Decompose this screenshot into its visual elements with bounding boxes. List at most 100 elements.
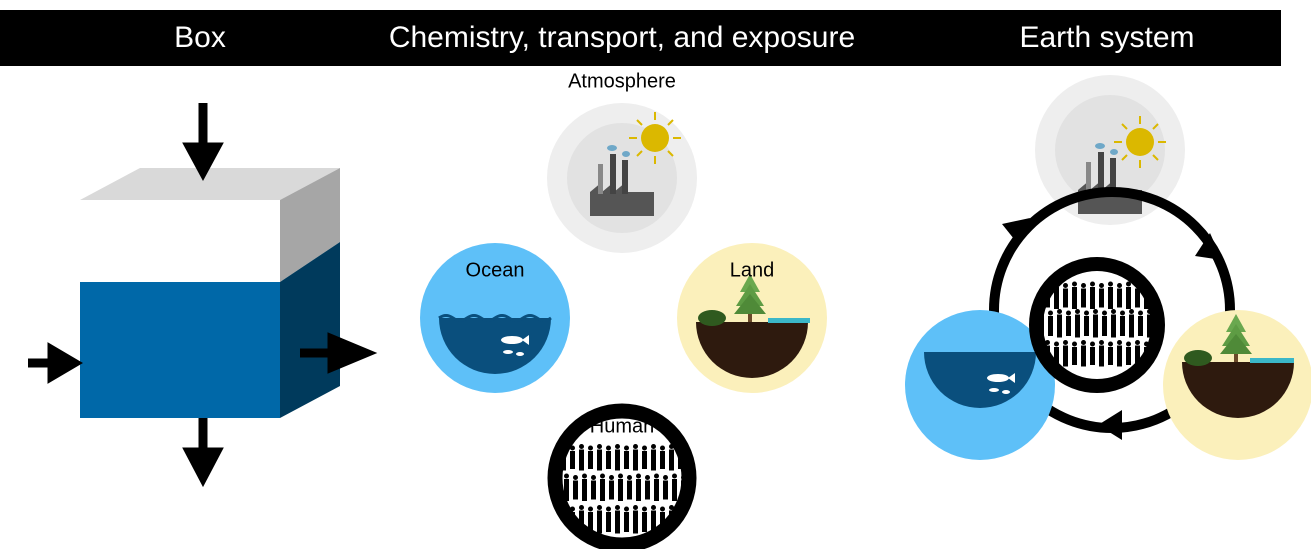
person-icon (1072, 347, 1077, 365)
person-icon (1066, 316, 1071, 336)
person-icon (570, 506, 575, 512)
person-icon (1135, 288, 1140, 308)
person-icon (1063, 345, 1068, 367)
person-icon (1117, 283, 1122, 288)
person-icon (615, 510, 620, 534)
person-icon (669, 505, 674, 510)
person-icon (1063, 283, 1068, 288)
person-icon (663, 480, 668, 500)
person-icon (624, 506, 629, 512)
person-icon (1054, 281, 1059, 287)
header-title: Chemistry, transport, and exposure (389, 21, 855, 54)
person-icon (1135, 345, 1140, 367)
person-icon (1129, 309, 1134, 314)
person-icon (1048, 316, 1053, 336)
person-icon (606, 506, 611, 512)
person-icon (1045, 340, 1050, 345)
person-icon (645, 475, 650, 480)
person-icon (687, 510, 688, 534)
person-icon (600, 473, 605, 479)
person-icon (1102, 310, 1107, 316)
person-icon (1126, 281, 1131, 287)
person-icon (1102, 316, 1107, 336)
person-icon (663, 475, 668, 480)
person-icon (1147, 314, 1152, 338)
person-icon (654, 473, 659, 479)
header-bar (0, 10, 1281, 66)
person-icon (1126, 341, 1131, 347)
person-icon (1135, 283, 1140, 288)
person-icon (579, 505, 584, 510)
person-icon (1027, 283, 1032, 288)
person-icon (588, 445, 593, 451)
person-icon (1117, 345, 1122, 367)
person-icon (1072, 287, 1077, 309)
person-icon (1072, 281, 1077, 287)
person-icon (633, 449, 638, 471)
person-icon (1111, 309, 1116, 314)
person-icon (1120, 316, 1125, 336)
person-icon (627, 475, 632, 480)
person-icon (1063, 340, 1068, 345)
person-icon (1039, 309, 1044, 314)
person-icon (591, 475, 596, 480)
person-icon (1135, 340, 1140, 345)
person-icon (1075, 314, 1080, 338)
person-icon (615, 505, 620, 510)
person-icon (597, 444, 602, 449)
person-icon (1084, 310, 1089, 316)
person-icon (1162, 282, 1167, 287)
person-icon (624, 445, 629, 451)
earth-system (905, 75, 1311, 460)
person-icon (1099, 340, 1104, 345)
person-icon (1099, 283, 1104, 288)
person-icon (1090, 341, 1095, 347)
person-icon (642, 506, 647, 512)
person-icon (651, 449, 656, 471)
person-icon (1117, 340, 1122, 345)
person-icon (573, 480, 578, 500)
person-icon (609, 475, 614, 480)
person-icon (606, 512, 611, 532)
person-icon (1144, 287, 1149, 309)
person-icon (681, 480, 686, 500)
person-icon (636, 473, 641, 479)
person-icon (1072, 341, 1077, 347)
person-icon (1084, 316, 1089, 336)
person-icon (591, 480, 596, 500)
person-icon (1120, 310, 1125, 316)
person-icon (636, 479, 641, 501)
person-icon (1054, 347, 1059, 365)
person-icon (642, 451, 647, 469)
person-icon (654, 479, 659, 501)
box-model (28, 103, 378, 488)
person-icon (573, 475, 578, 480)
person-icon (1066, 310, 1071, 316)
crowd (1027, 281, 1170, 367)
person-icon (1075, 309, 1080, 314)
person-icon (1162, 347, 1167, 365)
person-icon (1165, 309, 1170, 314)
person-icon (651, 444, 656, 449)
person-icon (1153, 283, 1157, 288)
ocean-node (420, 243, 570, 393)
person-icon (642, 512, 647, 532)
land-node (677, 243, 827, 393)
person-icon (1039, 314, 1044, 338)
person-icon (1063, 288, 1068, 308)
person-icon (1057, 314, 1062, 338)
person-icon (556, 475, 560, 480)
person-icon (1054, 287, 1059, 309)
person-icon (660, 451, 665, 469)
person-icon (570, 445, 575, 451)
person-icon (618, 473, 623, 479)
person-icon (561, 449, 566, 471)
person-icon (681, 475, 686, 480)
person-icon (556, 512, 557, 532)
person-icon (609, 480, 614, 500)
person-icon (678, 451, 683, 469)
person-icon (624, 512, 629, 532)
node-label: Atmosphere (568, 70, 676, 92)
person-icon (1045, 345, 1050, 367)
